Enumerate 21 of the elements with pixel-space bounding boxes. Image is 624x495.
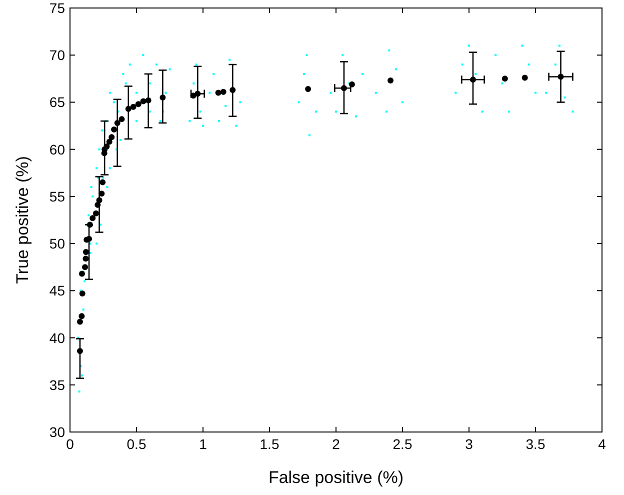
- x-tick-label: 2.5: [392, 436, 412, 452]
- y-tick-label: 45: [49, 282, 66, 299]
- y-axis-title: True positive (%): [13, 156, 32, 284]
- x-tick-label: 4: [598, 436, 606, 452]
- y-tick-label: 75: [49, 0, 66, 16]
- x-tick-label: 2: [332, 436, 340, 452]
- y-tick-label: 50: [49, 236, 66, 252]
- x-tick-label: 3: [465, 436, 474, 452]
- x-tick-label: 3.5: [526, 436, 546, 452]
- x-axis-title: False positive (%): [268, 468, 404, 487]
- x-tick-label: 1.5: [260, 436, 280, 452]
- x-tick-label: 0: [66, 436, 74, 452]
- y-tick-label: 35: [49, 376, 66, 393]
- y-tick-label: 30: [49, 424, 66, 440]
- x-tick-label: 0.5: [126, 436, 146, 452]
- x-tick-label: 1: [199, 436, 208, 452]
- y-tick-label: 40: [49, 330, 66, 346]
- y-tick-label: 65: [49, 94, 66, 110]
- y-tick-label: 70: [49, 47, 66, 64]
- y-tick-label: 55: [49, 188, 66, 204]
- y-tick-label: 60: [49, 141, 66, 158]
